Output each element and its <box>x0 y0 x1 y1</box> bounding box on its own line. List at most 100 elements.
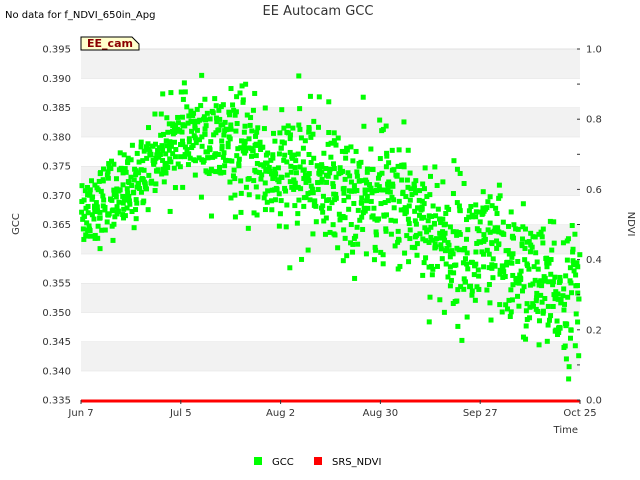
chart-title: EE Autocam GCC <box>263 4 374 19</box>
gcc-point <box>185 120 191 126</box>
gcc-point <box>510 272 516 278</box>
gcc-point <box>236 163 242 169</box>
gcc-point <box>373 229 379 235</box>
gcc-point <box>398 207 404 213</box>
gcc-point <box>381 213 387 219</box>
gcc-point <box>551 240 557 246</box>
gcc-point <box>85 210 91 216</box>
gcc-point <box>262 207 268 213</box>
gcc-point <box>577 252 583 258</box>
gcc-point <box>178 89 184 95</box>
gcc-point <box>126 198 132 204</box>
gcc-point <box>437 230 443 236</box>
gcc-point <box>121 152 127 158</box>
y-tick-label: 0.395 <box>42 45 71 56</box>
gcc-point <box>415 205 421 211</box>
gcc-point <box>432 164 438 170</box>
gcc-point <box>232 214 238 220</box>
gcc-point <box>163 138 169 144</box>
gcc-point <box>210 110 216 116</box>
gcc-point <box>539 234 545 240</box>
gcc-point <box>125 160 131 166</box>
gcc-point <box>562 301 568 307</box>
gcc-point <box>551 219 557 225</box>
gcc-point <box>246 192 252 198</box>
gcc-point <box>251 178 257 184</box>
gcc-point <box>92 232 98 238</box>
gcc-point <box>270 152 276 158</box>
gcc-point <box>439 256 445 262</box>
gcc-point <box>222 119 228 125</box>
gcc-point <box>197 117 203 123</box>
gcc-point <box>428 234 434 240</box>
gcc-point <box>539 283 545 289</box>
gcc-point <box>199 134 205 140</box>
legend-ndvi-label: SRS_NDVI <box>332 457 381 468</box>
gcc-point <box>140 158 146 164</box>
y-tick-label: 0.340 <box>42 366 71 377</box>
gcc-point <box>188 108 194 114</box>
y-tick-label: 0.355 <box>42 279 71 290</box>
gcc-point <box>358 200 364 206</box>
gcc-point <box>223 158 229 164</box>
gcc-point <box>172 154 178 160</box>
gcc-point <box>340 258 346 264</box>
gcc-point <box>457 170 463 176</box>
gcc-point <box>308 183 314 189</box>
gcc-point <box>303 194 309 200</box>
y-axis-ticks: 0.335 0.340 0.345 0.350 0.355 0.360 0.365 0.370… <box>42 45 71 407</box>
gcc-point <box>460 260 466 266</box>
gcc-point <box>374 187 380 193</box>
gcc-point <box>230 173 236 179</box>
gcc-point <box>528 230 534 236</box>
y2-tick-label: 0.0 <box>586 396 602 407</box>
gcc-point <box>570 246 576 252</box>
gcc-point <box>524 301 530 307</box>
gcc-point <box>377 117 383 123</box>
gcc-point <box>396 147 402 153</box>
gcc-point <box>297 106 303 112</box>
gcc-point <box>443 210 449 216</box>
gcc-point <box>526 239 532 245</box>
gcc-point <box>153 181 159 187</box>
legend-gcc-swatch <box>254 457 262 465</box>
gcc-point <box>121 197 127 203</box>
gcc-point <box>527 304 533 310</box>
gcc-point <box>80 226 86 232</box>
gcc-point <box>433 213 439 219</box>
gcc-point <box>306 129 312 135</box>
gcc-point <box>522 226 528 232</box>
gcc-point <box>446 242 452 248</box>
gcc-point <box>129 182 135 188</box>
gcc-point <box>434 236 440 242</box>
gcc-point <box>308 134 314 140</box>
gcc-point <box>276 191 282 197</box>
gcc-point <box>476 209 482 215</box>
gcc-point <box>488 317 494 323</box>
gcc-point <box>346 206 352 212</box>
gcc-point <box>292 203 298 209</box>
y2-axis-label: NDVI <box>625 212 636 237</box>
gcc-point <box>311 155 317 161</box>
gcc-point <box>296 73 302 79</box>
gcc-point <box>152 159 158 165</box>
y-tick-label: 0.365 <box>42 220 71 231</box>
gcc-point <box>404 177 410 183</box>
gcc-point <box>281 140 287 146</box>
gcc-point <box>164 115 170 121</box>
gcc-point <box>245 225 251 231</box>
gcc-point <box>228 195 234 201</box>
gcc-point <box>192 158 198 164</box>
gcc-point <box>552 296 558 302</box>
gcc-point <box>556 279 562 285</box>
gcc-point <box>454 166 460 172</box>
gcc-point <box>358 159 364 165</box>
gcc-point <box>550 282 556 288</box>
gcc-point <box>300 167 306 173</box>
gcc-point <box>295 151 301 157</box>
gcc-point <box>122 213 128 219</box>
gcc-point <box>499 309 505 315</box>
gcc-point <box>534 295 540 301</box>
gcc-point <box>322 231 328 237</box>
gcc-point <box>438 246 444 252</box>
